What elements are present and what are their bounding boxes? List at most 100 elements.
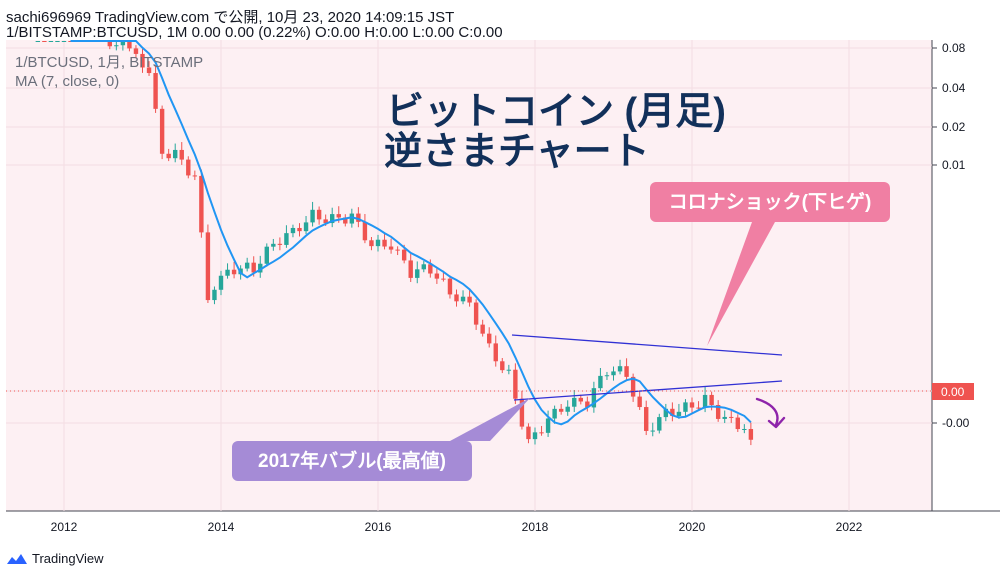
price-tick-label: 0.04 — [942, 81, 966, 95]
candle-body — [382, 239, 387, 247]
candle-body — [251, 262, 256, 273]
candle-body — [670, 408, 675, 416]
corona-callout-pointer — [707, 222, 775, 346]
time-tick-label: 2014 — [208, 520, 235, 534]
symbol-legend: 1/BTCUSD, 1月, BITSTAMP — [15, 54, 203, 71]
candle-body — [742, 428, 747, 430]
candle-body — [447, 278, 453, 295]
price-axis-background — [932, 40, 1000, 511]
candle-body — [545, 418, 551, 433]
candle-body — [415, 269, 420, 278]
trendline-lower[interactable] — [513, 380, 783, 401]
candle-body — [192, 175, 198, 177]
candle-body — [127, 41, 132, 49]
candle-body — [683, 402, 688, 412]
candle-body — [689, 402, 695, 408]
last-price-tag-bg — [932, 383, 974, 400]
candle-body — [271, 243, 276, 247]
candle-body — [467, 296, 472, 303]
candle-body — [35, 41, 41, 42]
candle-body — [153, 73, 158, 109]
candle-body — [500, 361, 505, 371]
footer: TradingView — [6, 551, 104, 566]
candle-body — [572, 397, 577, 407]
candle-body — [473, 302, 479, 325]
bubble-callout-text: 2017年バブル(最高値) — [258, 449, 446, 472]
footer-brand: TradingView — [32, 551, 104, 566]
candle-body — [729, 416, 734, 418]
candle-body — [212, 289, 217, 301]
last-price-tag: 0.00 — [941, 385, 965, 399]
candle-body — [611, 371, 616, 376]
candle-body — [493, 343, 498, 362]
candle-body — [434, 273, 440, 279]
candle-body — [644, 407, 649, 431]
candle-body — [146, 67, 152, 74]
candle-body — [120, 41, 126, 46]
candle-body — [696, 407, 701, 409]
candle-body — [231, 269, 237, 275]
candle-body — [565, 406, 570, 412]
candle-body — [173, 149, 178, 159]
candle-body — [591, 388, 597, 408]
candle-body — [676, 411, 682, 416]
candle-body — [480, 324, 485, 334]
ma-line — [70, 40, 752, 426]
candle-body — [552, 408, 557, 419]
ohlc-readout: 1/BITSTAMP:BTCUSD, 1M 0.00 0.00 (0.22%) … — [6, 24, 503, 41]
candle-body — [585, 401, 590, 408]
bubble-callout-pointer — [450, 398, 530, 441]
down-arrow-icon — [755, 397, 786, 429]
time-axis: 2012 2014 2016 2018 2020 2022 — [51, 520, 863, 534]
time-tick-label: 2020 — [679, 520, 706, 534]
candle-body — [107, 41, 112, 47]
candle-body — [487, 333, 492, 344]
candle-body — [349, 213, 355, 224]
price-tick-label: 0.01 — [942, 158, 966, 172]
candle-body — [48, 41, 54, 42]
candle-body — [460, 296, 466, 302]
candle-body — [277, 243, 283, 245]
candle-body — [539, 432, 544, 434]
candle-body — [186, 159, 191, 176]
candle-body — [362, 221, 368, 241]
candle-body — [166, 153, 171, 159]
candle-body — [513, 369, 518, 399]
candle-body — [199, 175, 204, 233]
candle-body — [624, 366, 629, 377]
candle-body — [408, 260, 413, 278]
trendline-upper[interactable] — [511, 334, 783, 356]
candle-body — [454, 294, 459, 302]
candle-body — [630, 376, 636, 397]
candle-body — [395, 249, 400, 251]
candle-body — [650, 430, 655, 432]
candle-body — [140, 53, 145, 68]
candle-body — [133, 48, 139, 54]
candle-body — [323, 219, 328, 224]
candle-body — [330, 214, 335, 224]
candle-body — [375, 239, 381, 247]
title-line-2: 逆さまチャート — [384, 131, 650, 173]
candle-body — [336, 214, 341, 218]
candle-body — [532, 432, 538, 440]
candle-body — [356, 213, 361, 222]
time-tick-label: 2016 — [365, 520, 392, 534]
candle-body — [258, 263, 263, 273]
candle-body — [401, 249, 407, 261]
candle-body — [284, 233, 289, 245]
candle-body — [225, 269, 230, 276]
candle-body — [748, 428, 754, 440]
time-tick-label: 2018 — [522, 520, 549, 534]
candle-body — [421, 264, 426, 270]
candle-body — [428, 264, 433, 274]
candle-body — [722, 416, 727, 419]
candle-body — [735, 417, 740, 430]
candle-body — [244, 262, 250, 269]
publish-info: sachi696969 TradingView.com で公開, 10月 23,… — [6, 9, 455, 26]
candle-body — [369, 240, 374, 247]
title-line-1: ビットコイン (月足) — [386, 91, 726, 133]
candle-body — [218, 275, 224, 290]
price-tick-label: 0.08 — [942, 41, 966, 55]
candle-body — [303, 222, 309, 232]
